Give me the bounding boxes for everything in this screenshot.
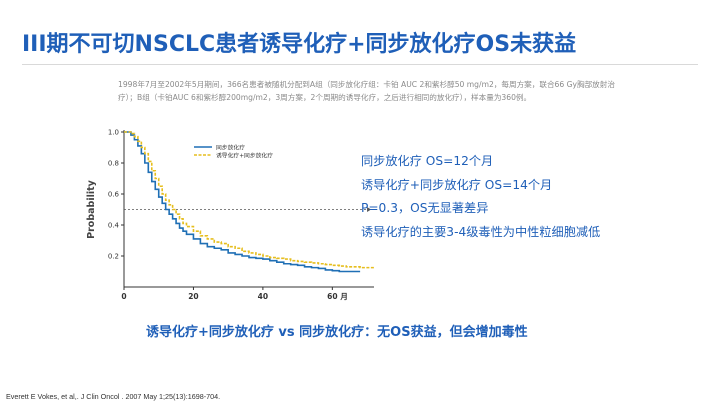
reference-citation: Everett E Vokes, et al,. J Clin Oncol . … <box>6 392 221 401</box>
x-tick-label: 20 <box>188 292 198 301</box>
x-tick-label: 40 <box>258 292 268 301</box>
survival-chart-svg: 0.2 0.4 0.6 0.8 1.0 0 20 40 60 月 Probability 同步放化疗诱… <box>86 129 374 301</box>
title-divider <box>22 64 698 65</box>
survival-chart: 0.2 0.4 0.6 0.8 1.0 0 20 40 60 月 Probability 同步放化疗诱… <box>84 120 374 310</box>
y-tick-label: 0.4 <box>108 222 120 230</box>
legend-label: 诱导化疗+同步放化疗 <box>216 151 273 159</box>
note-line-3: P=0.3，OS无显著差异 <box>361 201 489 215</box>
x-tick-label: 60 <box>327 292 337 301</box>
y-tick-label: 1.0 <box>108 129 119 137</box>
y-tick-label: 0.8 <box>108 160 119 168</box>
y-tick-label: 0.6 <box>108 191 120 199</box>
study-description: 1998年7月至2002年5月期间，366名患者被随机分配到A组（同步放化疗组：… <box>118 80 615 102</box>
median-arrow-head <box>367 207 372 212</box>
slide-title: III期不可切NSCLC患者诱导化疗+同步放化疗OS未获益 <box>22 32 577 57</box>
y-axis-title: Probability <box>86 179 97 238</box>
y-tick-label: 0.2 <box>108 253 119 261</box>
result-notes: 同步放化疗 OS=12个月 诱导化疗+同步放化疗 OS=14个月 P=0.3，O… <box>361 150 600 244</box>
conclusion-text: 诱导化疗+同步放化疗 vs 同步放化疗：无OS获益，但会增加毒性 <box>146 325 528 340</box>
series-induction-line <box>124 131 374 269</box>
legend-label: 同步放化疗 <box>216 143 245 151</box>
note-line-4: 诱导化疗的主要3-4级毒性为中性粒细胞减低 <box>361 224 601 239</box>
note-line-2: 诱导化疗+同步放化疗 OS=14个月 <box>361 177 553 192</box>
x-unit-label: 月 <box>339 292 348 301</box>
note-line-1: 同步放化疗 OS=12个月 <box>361 154 494 168</box>
series-concurrent-line <box>124 131 361 273</box>
x-tick-label: 0 <box>121 292 126 301</box>
